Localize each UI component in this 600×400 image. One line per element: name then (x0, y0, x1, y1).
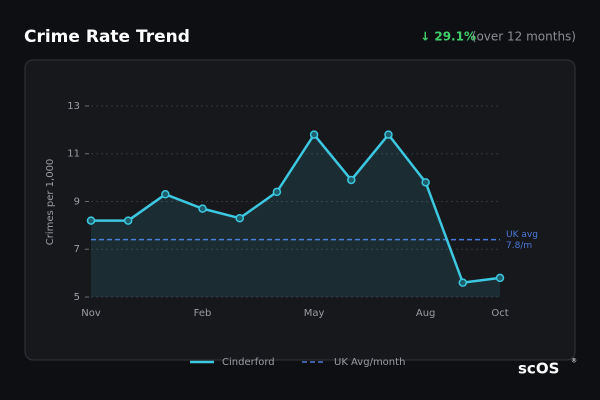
point (123, 216, 133, 225)
x-tick-label: Oct (491, 308, 508, 319)
y-tick-label: 7 (74, 244, 80, 255)
area (91, 134, 500, 297)
point (198, 204, 207, 213)
y-tick-label: 9 (74, 196, 80, 207)
y-axis-label: Crimes per 1,000 (45, 159, 56, 246)
point (495, 273, 505, 283)
x-tick-label: Nov (81, 308, 101, 319)
x-tick-label: Aug (416, 308, 436, 319)
logo-mark: ® (571, 358, 577, 365)
x-tick-label: Feb (194, 308, 212, 319)
line (91, 132, 501, 285)
change: ↓ 29.1% (420, 30, 476, 44)
legend-label: Cinderford (222, 357, 275, 368)
x-tick-label: May (304, 308, 325, 319)
point (384, 130, 393, 139)
point (421, 178, 430, 187)
point (309, 130, 319, 139)
panel (24, 59, 576, 361)
y-tick-label: 13 (67, 101, 80, 112)
y-tick-label: 5 (74, 292, 80, 303)
point (161, 190, 170, 199)
reference-annotation: 7.8/m (506, 241, 532, 251)
legend-label: UK Avg/month (334, 357, 405, 368)
change-note: (over 12 months) (472, 30, 576, 44)
y-tick-label: 11 (67, 149, 80, 160)
point (272, 187, 282, 197)
point (86, 216, 96, 225)
reference-annotation: UK avg (506, 230, 538, 240)
point (347, 175, 356, 185)
point (235, 213, 244, 223)
title: Crime Rate Trend (24, 27, 190, 47)
logo: scOS (518, 360, 559, 378)
point (458, 278, 468, 287)
